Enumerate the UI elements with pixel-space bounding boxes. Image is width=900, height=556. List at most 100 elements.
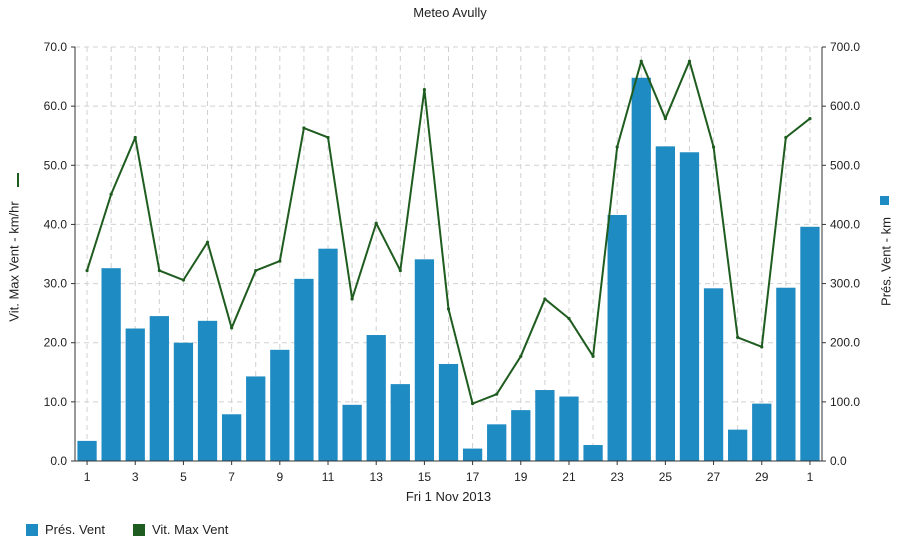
- line-point: [470, 402, 475, 406]
- y-tick-label-right: 100.0: [830, 395, 860, 409]
- x-tick-label: 7: [228, 470, 235, 484]
- bar: [559, 396, 579, 461]
- legend-item-bar[interactable]: Prés. Vent: [26, 522, 105, 537]
- bar: [414, 259, 435, 461]
- legend-item-line[interactable]: Vit. Max Vent: [132, 522, 229, 537]
- bar: [125, 328, 145, 461]
- x-tick-label: 19: [514, 470, 528, 484]
- bar: [77, 440, 97, 461]
- bar: [294, 278, 314, 461]
- bar: [487, 424, 507, 461]
- legend-label-bar: Prés. Vent: [45, 522, 105, 537]
- line-point: [446, 307, 451, 311]
- line-point: [567, 316, 571, 321]
- line-point: [278, 259, 282, 263]
- line-point: [350, 297, 354, 301]
- y-tick-label-left: 60.0: [44, 99, 68, 113]
- y-tick-label-right: 700.0: [830, 40, 860, 54]
- line-point: [639, 59, 643, 63]
- line-point: [543, 297, 547, 301]
- bar: [390, 384, 410, 461]
- line-swatch-icon: [132, 523, 145, 536]
- bar: [655, 146, 676, 462]
- line-point: [326, 135, 330, 140]
- line-point: [254, 268, 258, 273]
- bar: [221, 414, 242, 461]
- line-point: [109, 192, 113, 196]
- line-point: [374, 221, 378, 225]
- x-tick-label: 1: [84, 470, 91, 484]
- x-tick-label: 29: [755, 470, 769, 484]
- bar: [752, 403, 772, 461]
- line-point: [181, 278, 186, 282]
- line-point: [302, 126, 306, 130]
- x-tick-label: 3: [132, 470, 139, 484]
- chart-title: Meteo Avully: [413, 5, 487, 20]
- y-tick-label-right: 500.0: [830, 158, 860, 172]
- bar: [511, 410, 531, 461]
- legend-label-line: Vit. Max Vent: [151, 522, 229, 537]
- y-tick-label-left: 0.0: [50, 454, 67, 468]
- legend: Prés. Vent Vit. Max Vent: [26, 522, 256, 537]
- x-tick-label: 25: [659, 470, 673, 484]
- x-tick-label: 9: [276, 470, 283, 484]
- bar: [101, 268, 121, 461]
- bar: [197, 320, 218, 461]
- y-axis-label-left: Vit. Max Vent - km/hr: [6, 201, 22, 322]
- bar: [583, 445, 603, 461]
- bar: [438, 364, 459, 461]
- y-tick-label-left: 20.0: [44, 336, 68, 350]
- bar: [318, 248, 338, 461]
- bar: [631, 77, 651, 462]
- line-point: [663, 116, 667, 121]
- y-tick-label-left: 10.0: [44, 395, 68, 409]
- bar: [728, 429, 748, 461]
- bar-series-key-icon: [880, 196, 889, 205]
- x-tick-label: 15: [418, 470, 432, 484]
- bar: [800, 226, 820, 461]
- x-tick-label: 17: [466, 470, 480, 484]
- line-point: [422, 87, 427, 92]
- bar: [366, 335, 386, 461]
- line-point: [808, 116, 812, 121]
- y-tick-label-left: 30.0: [44, 277, 68, 291]
- line-point: [615, 145, 619, 149]
- line-point: [784, 135, 788, 140]
- line-point: [495, 392, 499, 396]
- y-tick-label-right: 0.0: [830, 454, 847, 468]
- bar: [679, 152, 700, 461]
- line-point: [591, 354, 595, 358]
- bar: [776, 287, 796, 461]
- line-series-key-icon: [17, 173, 19, 187]
- bar: [462, 448, 483, 461]
- bar: [149, 316, 169, 461]
- line-point: [398, 268, 402, 273]
- bar: [173, 342, 194, 461]
- line-point: [230, 326, 234, 330]
- y-tick-label-right: 600.0: [830, 99, 860, 113]
- x-tick-label: 21: [562, 470, 576, 484]
- line-point: [687, 59, 692, 63]
- bar: [342, 404, 362, 461]
- line-point: [205, 240, 210, 244]
- line-point: [711, 145, 716, 149]
- y-tick-label-right: 200.0: [830, 336, 860, 350]
- x-tick-label: 13: [370, 470, 384, 484]
- bar: [246, 376, 266, 461]
- bar: [607, 214, 627, 461]
- y-tick-label-right: 400.0: [830, 217, 860, 231]
- bar: [703, 288, 724, 461]
- x-tick-label: 11: [322, 470, 335, 484]
- x-tick-label: 5: [180, 470, 187, 484]
- x-axis-label: Fri 1 Nov 2013: [405, 489, 492, 504]
- line-point: [736, 335, 740, 339]
- y-tick-label-left: 50.0: [44, 158, 68, 172]
- x-tick-label: 27: [707, 470, 721, 484]
- line-point: [85, 268, 89, 273]
- y-tick-label-left: 40.0: [44, 217, 68, 231]
- bar-swatch-icon: [26, 523, 38, 536]
- line-point: [157, 268, 161, 273]
- line-point: [519, 354, 523, 358]
- bar: [535, 390, 555, 461]
